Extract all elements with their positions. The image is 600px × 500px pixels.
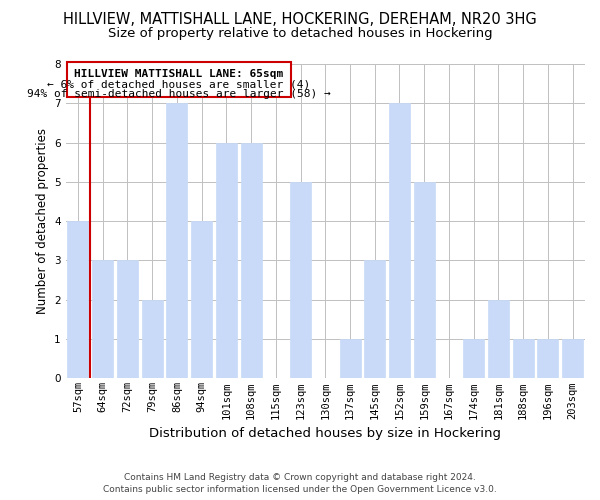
Bar (364, 260, 385, 378)
Text: HILLVIEW MATTISHALL LANE: 65sqm: HILLVIEW MATTISHALL LANE: 65sqm (74, 69, 283, 79)
Bar (166, 104, 187, 378)
Text: Contains HM Land Registry data © Crown copyright and database right 2024.
Contai: Contains HM Land Registry data © Crown c… (103, 472, 497, 494)
Bar (414, 182, 435, 378)
Bar (562, 339, 583, 378)
Text: 94% of semi-detached houses are larger (58) →: 94% of semi-detached houses are larger (… (27, 89, 331, 99)
Y-axis label: Number of detached properties: Number of detached properties (35, 128, 49, 314)
Text: ← 6% of detached houses are smaller (4): ← 6% of detached houses are smaller (4) (47, 80, 310, 90)
Bar (538, 339, 559, 378)
Bar (142, 300, 163, 378)
Bar (117, 260, 138, 378)
Text: HILLVIEW, MATTISHALL LANE, HOCKERING, DEREHAM, NR20 3HG: HILLVIEW, MATTISHALL LANE, HOCKERING, DE… (63, 12, 537, 28)
Text: Size of property relative to detached houses in Hockering: Size of property relative to detached ho… (107, 28, 493, 40)
Bar (92, 260, 113, 378)
X-axis label: Distribution of detached houses by size in Hockering: Distribution of detached houses by size … (149, 427, 501, 440)
FancyBboxPatch shape (67, 62, 290, 98)
Bar (512, 339, 533, 378)
Bar (216, 142, 237, 378)
Bar (488, 300, 509, 378)
Bar (67, 221, 88, 378)
Bar (290, 182, 311, 378)
Bar (463, 339, 484, 378)
Bar (340, 339, 361, 378)
Bar (389, 104, 410, 378)
Bar (191, 221, 212, 378)
Bar (241, 142, 262, 378)
